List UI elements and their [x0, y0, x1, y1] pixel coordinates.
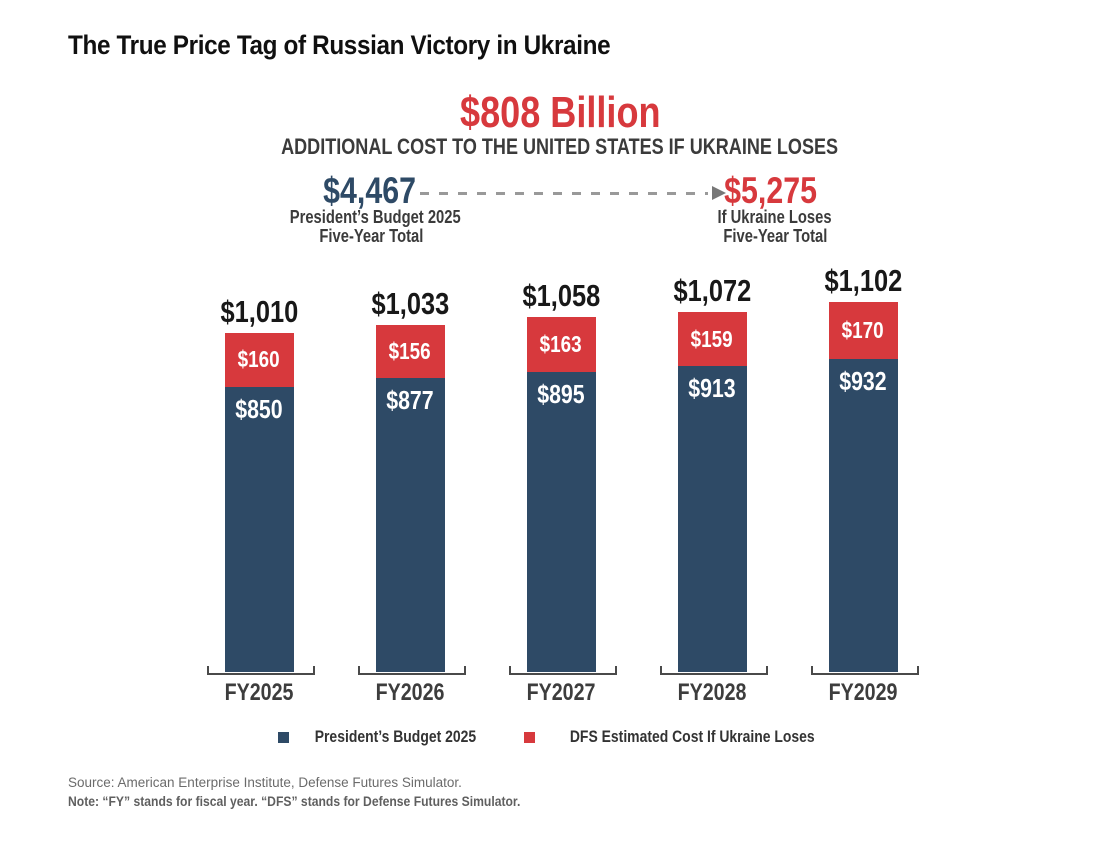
axis-bracket-FY2025: [207, 665, 315, 675]
source-text: Source: American Enterprise Institute, D…: [68, 775, 462, 790]
bar-total-label-FY2028: $1,072: [673, 273, 751, 309]
bar-segment-dfs-loss-FY2025: $160: [224, 333, 294, 387]
axis-label-FY2027: FY2027: [526, 679, 596, 706]
ukraine-loses-label-line2: Five-Year Total: [723, 226, 827, 246]
legend-label-budget: President’s Budget 2025: [315, 727, 477, 746]
axis-bracket-FY2029: [811, 665, 919, 675]
ukraine-loses-five-year-total-value: $5,275: [724, 170, 818, 211]
bar-segment-budget-FY2025: $850: [224, 386, 294, 672]
legend-swatch-red: [524, 731, 536, 743]
budget-five-year-total-value: $4,467: [323, 170, 417, 211]
bar-segment-budget-FY2028: $913: [677, 365, 747, 672]
bar-segment-dfs-loss-FY2026: $156: [375, 325, 445, 378]
bar-total-label-FY2029: $1,102: [824, 263, 902, 299]
bar-segment-dfs-loss-FY2029: $170: [828, 302, 898, 360]
legend-swatch-blue: [278, 731, 290, 743]
axis-label-FY2025: FY2025: [224, 679, 294, 706]
dashed-arrow-line: [420, 192, 708, 195]
bar-total-label-FY2025: $1,010: [220, 294, 298, 330]
bar-total-label-FY2027: $1,058: [522, 278, 600, 314]
axis-bracket-FY2028: [660, 665, 768, 675]
axis-label-FY2026: FY2026: [375, 679, 445, 706]
headline-amount: $808 Billion: [459, 88, 661, 137]
axis-bracket-FY2026: [358, 665, 466, 675]
bar-segment-budget-FY2026: $877: [375, 377, 445, 672]
ukraine-loses-label-line1: If Ukraine Loses: [717, 207, 833, 227]
note-text: Note: “FY” stands for fiscal year. “DFS”…: [68, 794, 521, 809]
legend-item-dfs-loss: DFS Estimated Cost If Ukraine Loses: [524, 727, 842, 747]
chart-legend: President’s Budget 2025 DFS Estimated Co…: [0, 727, 1120, 747]
bar-segment-budget-FY2027: $895: [526, 371, 596, 672]
arrow-right-icon: [712, 186, 726, 200]
budget-five-year-total-label-line1: President’s Budget 2025: [289, 207, 461, 227]
headline-subtitle: ADDITIONAL COST TO THE UNITED STATES IF …: [281, 134, 839, 159]
bar-segment-dfs-loss-FY2027: $163: [526, 317, 596, 372]
axis-bracket-FY2027: [509, 665, 617, 675]
legend-label-dfs-loss: DFS Estimated Cost If Ukraine Loses: [570, 727, 815, 746]
bar-segment-dfs-loss-FY2028: $159: [677, 312, 747, 366]
bar-segment-budget-FY2029: $932: [828, 359, 898, 672]
budget-five-year-total-label-line2: Five-Year Total: [319, 226, 423, 246]
axis-label-FY2029: FY2029: [828, 679, 898, 706]
legend-item-budget: President’s Budget 2025: [278, 727, 494, 747]
axis-label-FY2028: FY2028: [677, 679, 747, 706]
bar-total-label-FY2026: $1,033: [371, 286, 449, 322]
page-title: The True Price Tag of Russian Victory in…: [68, 30, 611, 60]
